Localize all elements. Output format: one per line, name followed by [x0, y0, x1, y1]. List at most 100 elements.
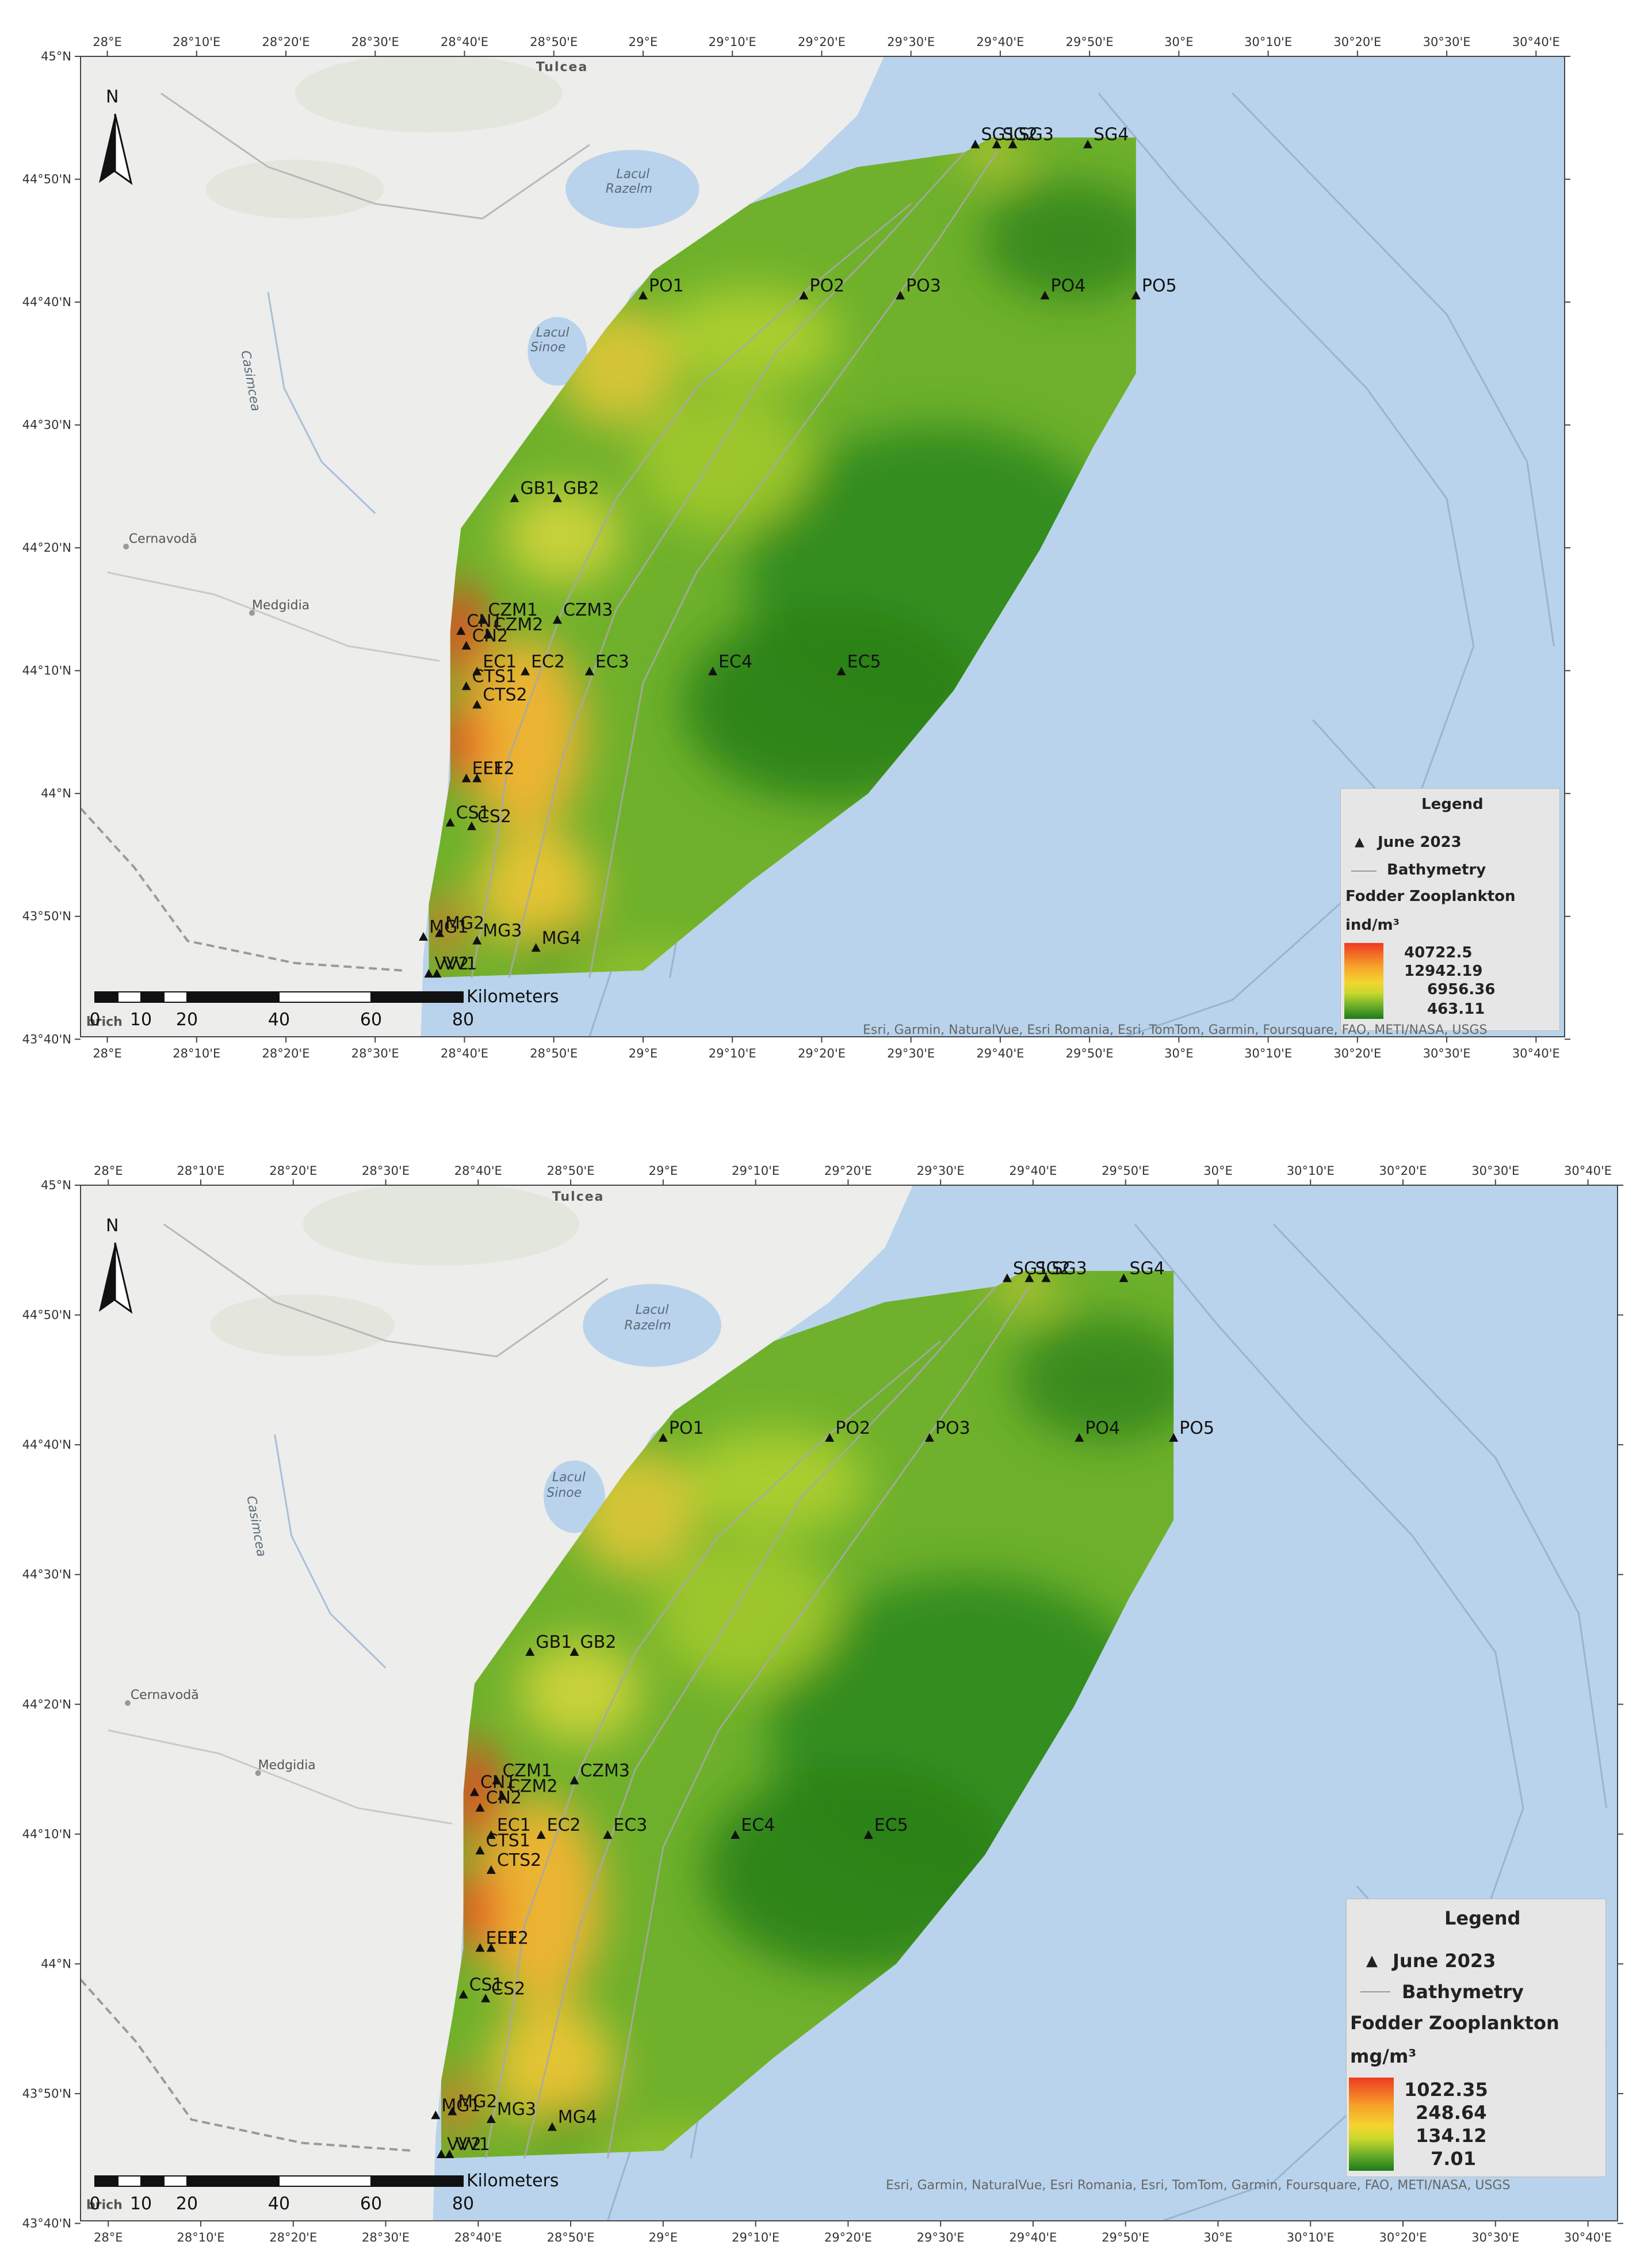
station-marker [475, 1803, 485, 1812]
tick-label-lon-top: 28°10'E [177, 1164, 225, 1178]
station-marker [456, 626, 466, 635]
legend-panel: Legend ▲ June 2023 Bathymetry Fodder Zoo… [1346, 1899, 1606, 2177]
road-line [108, 1729, 453, 1825]
station-label: EC4 [718, 652, 752, 672]
station-marker [424, 969, 434, 978]
tick-label-lon-bottom: 29°30'E [917, 2231, 965, 2244]
station-label: CTS2 [497, 1850, 541, 1870]
legend-panel: Legend ▲ June 2023 Bathymetry Fodder Zoo… [1340, 788, 1560, 1031]
tick-label-lon-top: 29°20'E [798, 35, 846, 49]
road-line [107, 571, 440, 662]
road-line [160, 92, 590, 220]
terrain-patch [295, 56, 563, 133]
surface-blob [429, 896, 463, 956]
tick-label-lon-bottom: 30°20'E [1333, 1047, 1381, 1060]
station-marker [472, 700, 482, 709]
station-label: PO3 [935, 1418, 970, 1438]
station-label: SG2 [1003, 125, 1038, 145]
station-marker [419, 932, 429, 941]
tick-label-lon-bottom: 28°30'E [351, 1047, 399, 1060]
station-label: VV2 [447, 2135, 481, 2155]
land-area [81, 1185, 913, 2221]
legend-title: Legend [1444, 1907, 1521, 1929]
tick-label-lat: 45°N [41, 1178, 71, 1192]
station-marker [481, 1994, 491, 2003]
station-marker [445, 818, 455, 827]
tick-label-lat: 44°50'N [22, 1308, 71, 1322]
scale-bar-tick: 20 [176, 2194, 198, 2214]
station-label: MG3 [483, 921, 522, 941]
map-frame-border [80, 1185, 1618, 2221]
station-marker [799, 291, 809, 300]
border-line [81, 807, 402, 972]
bathymetry-contour [1134, 1223, 1524, 2221]
tick-label-lon-top: 30°E [1203, 1164, 1233, 1178]
scale-bar-tick: 0 [89, 2194, 100, 2214]
lake-sinoe [544, 1460, 605, 1533]
terrain-patch [205, 159, 384, 219]
station-label: SG1 [981, 125, 1016, 145]
station-marker [432, 969, 442, 978]
tick-label-lon-bottom: 30°E [1164, 1047, 1194, 1060]
tick-label-lon-bottom: 29°30'E [887, 1047, 935, 1060]
tick-label-lon-top: 30°30'E [1471, 1164, 1519, 1178]
tick-label-lon-bottom: 28°10'E [173, 1047, 220, 1060]
city-dot [249, 610, 255, 616]
map-body: TulceaLaculRazelmLaculSinoeCasimceaCerna… [81, 56, 1565, 1037]
tick-label-lon-top: 30°10'E [1287, 1164, 1335, 1178]
station-marker [1024, 1273, 1034, 1282]
surface-blob [491, 2003, 614, 2128]
legend-title: Legend [1421, 796, 1484, 813]
bathymetry-contour [484, 1340, 942, 2159]
tick-label-lon-bottom: 29°40'E [1009, 2231, 1057, 2244]
tick-label-lon-top: 29°50'E [1066, 35, 1114, 49]
surface-blob [1015, 1318, 1174, 1442]
station-label: CS2 [477, 807, 511, 827]
station-label: SG4 [1094, 125, 1129, 145]
north-arrow-icon: N [99, 87, 133, 185]
tick-label-lat: 44°30'N [22, 418, 71, 432]
tick-label-lon-top: 28°50'E [547, 1164, 595, 1178]
station-marker [552, 493, 562, 502]
city-dot [123, 544, 129, 549]
legend-class-4: 7.01 [1431, 2148, 1476, 2170]
station-label: MG2 [458, 2092, 497, 2112]
road-line [163, 1223, 609, 1358]
tick-label-lon-top: 29°40'E [1009, 1164, 1057, 1178]
tick-label-lon-top: 30°E [1164, 35, 1194, 49]
station-label: PO5 [1142, 276, 1177, 296]
scale-bar-segment [117, 2175, 142, 2187]
station-marker [498, 1791, 507, 1800]
station-label: CZM1 [488, 600, 538, 620]
station-marker [708, 666, 718, 675]
city-dot [124, 1700, 131, 1706]
scale-bar-segment [278, 2175, 372, 2187]
river-line [267, 292, 376, 514]
station-marker [437, 2149, 446, 2158]
bathymetry-contour [471, 203, 912, 978]
station-marker [1041, 1273, 1051, 1282]
border-line [81, 1979, 414, 2152]
station-label: PO4 [1085, 1418, 1120, 1438]
tick-label-lon-top: 28°E [94, 1164, 123, 1178]
surface-blob [465, 636, 585, 833]
station-label: EC5 [847, 652, 881, 672]
station-marker [584, 666, 594, 675]
surface-blob [654, 1541, 839, 1686]
tick-label-lon-top: 29°50'E [1102, 1164, 1149, 1178]
station-marker [1119, 1273, 1129, 1282]
station-marker [863, 1830, 873, 1839]
lake-razelm [583, 1284, 721, 1367]
tick-label-lon-bottom: 28°40'E [454, 2231, 502, 2244]
station-marker [1040, 291, 1050, 300]
scale-bar-segment [186, 991, 280, 1003]
station-marker [431, 2110, 441, 2120]
north-arrow-right [114, 1242, 133, 1314]
place-label-cernavoda: Cernavodă [131, 1688, 199, 1702]
scale-bar-segment [163, 2175, 188, 2187]
legend-station-label: June 2023 [1393, 1950, 1496, 1972]
station-marker [472, 773, 482, 782]
station-marker [658, 1433, 668, 1442]
tick-label-lat: 44°10'N [22, 664, 71, 678]
tick-label-lon-top: 30°40'E [1564, 1164, 1612, 1178]
